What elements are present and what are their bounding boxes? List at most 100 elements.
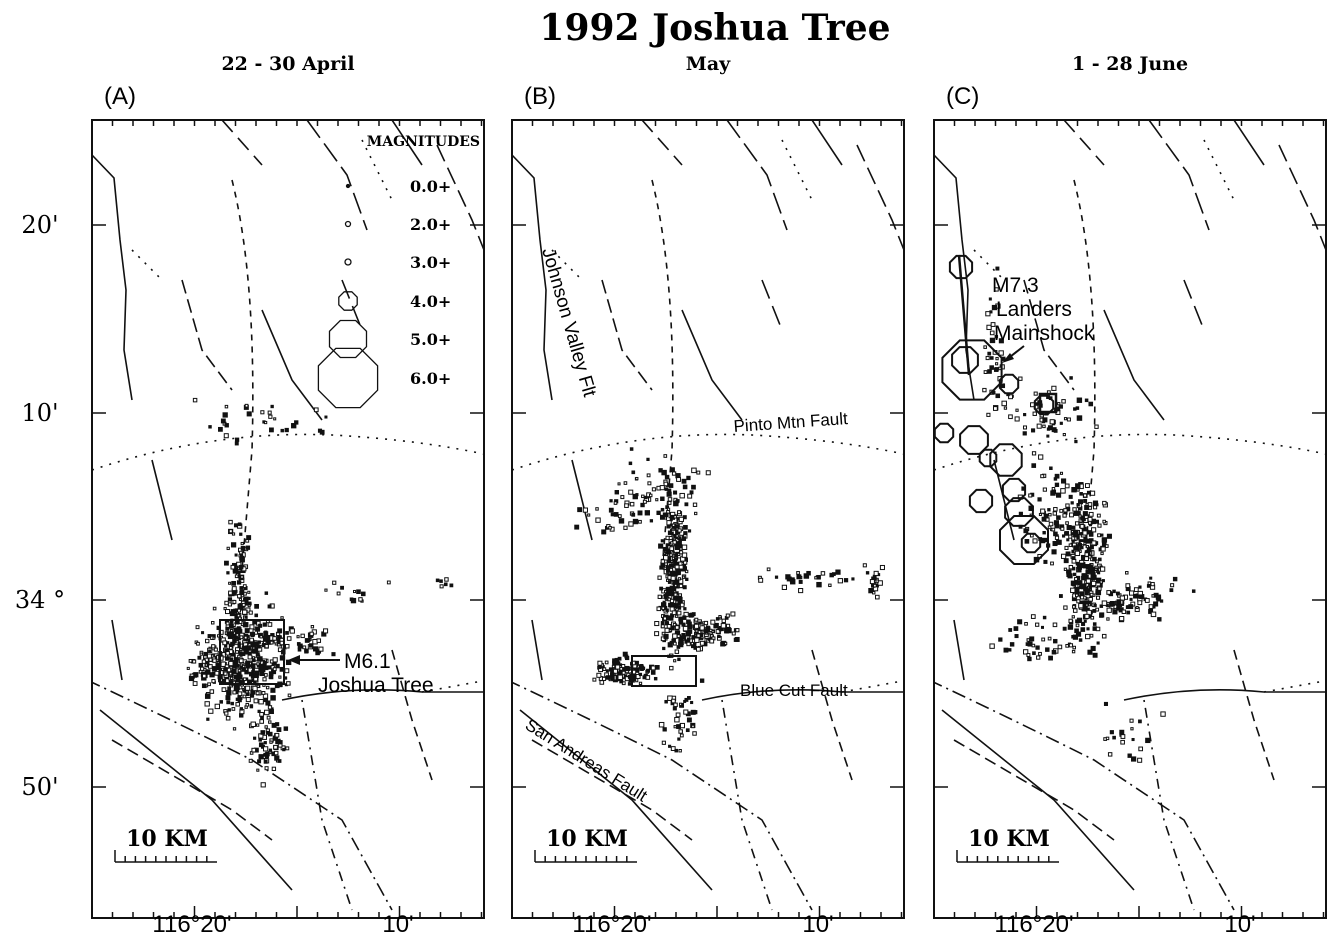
event [673,659,677,663]
event [1096,641,1100,645]
event [601,676,607,681]
event [666,568,670,573]
event [674,603,679,609]
event [264,709,270,716]
event [595,517,601,523]
event [675,499,679,504]
event [673,490,678,495]
event [1053,428,1058,433]
event [678,620,684,625]
event [1047,508,1051,512]
event [1097,571,1101,575]
event [1116,599,1122,605]
event [1080,516,1085,521]
frame [511,119,905,919]
event [1045,647,1050,652]
event [1073,407,1077,411]
event [273,750,279,756]
event [1042,424,1046,429]
event [225,695,231,701]
event [1092,652,1098,658]
event [990,322,996,327]
event [678,749,682,753]
event [211,666,217,672]
event [731,631,736,636]
event [285,746,290,751]
event [835,569,841,575]
event [798,579,803,584]
event [1085,603,1089,607]
event [1101,537,1108,543]
event [1099,604,1104,608]
event [239,648,243,652]
event [192,659,197,664]
event [663,555,669,561]
event [203,668,207,672]
event [1051,527,1056,532]
event [735,628,740,633]
annotation: Landers [996,298,1072,321]
event [224,600,229,606]
event [242,677,247,682]
event [1080,627,1086,632]
event [1023,528,1029,534]
event [1106,617,1110,621]
event [679,492,685,499]
x-label: 10' [1224,911,1255,938]
event [315,650,320,656]
event [993,406,998,411]
event [1075,593,1079,598]
event [1070,501,1074,505]
box [1038,392,1058,414]
event [265,730,270,735]
event [260,715,264,720]
event [246,411,252,417]
event [235,633,240,637]
event [725,623,731,628]
event [235,702,240,707]
event [1062,626,1067,631]
event [1041,637,1046,642]
event [309,631,314,637]
event [662,727,667,732]
event [1072,605,1076,609]
event [681,536,687,541]
event [690,641,694,646]
event [261,690,266,695]
event [449,583,454,588]
event [644,495,648,500]
event [227,686,232,691]
event [212,658,217,663]
event [237,608,242,613]
panel-label: (B) [524,83,556,110]
event [646,668,651,673]
event [989,643,995,649]
event [689,490,694,495]
event [193,672,199,678]
event [1160,711,1166,717]
event [273,744,278,750]
event [664,589,668,594]
event [259,635,263,639]
event [582,507,589,513]
event [693,623,700,629]
event [254,603,259,609]
event [243,622,249,628]
event [237,522,242,527]
event [206,717,210,721]
event [213,647,218,652]
event [617,482,621,486]
event [1059,508,1064,513]
event [196,641,200,646]
event [1138,719,1142,724]
event [247,654,253,660]
event [682,484,688,490]
event [223,671,228,676]
legend-label: 3.0+ [410,253,451,272]
event [868,588,874,594]
event [230,564,236,570]
event [1024,621,1028,626]
event [686,641,691,647]
event [659,565,664,570]
event [1082,575,1087,580]
